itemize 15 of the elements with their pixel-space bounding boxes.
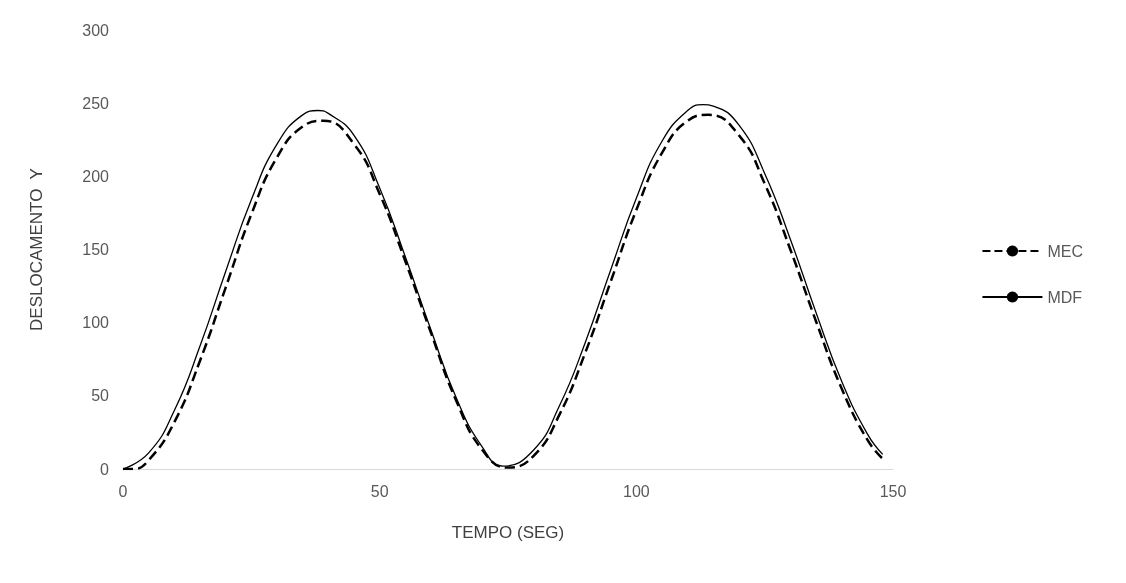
y-tick-label: 0 xyxy=(100,460,110,478)
y-tick-label: 200 xyxy=(82,167,110,185)
y-tick-label: 150 xyxy=(82,241,110,258)
x-tick-label: 50 xyxy=(370,482,389,500)
y-tick-label: 100 xyxy=(82,314,110,332)
y-tick-label: 250 xyxy=(82,94,110,112)
legend-label: MDF xyxy=(1047,288,1083,306)
y-tick-label: 50 xyxy=(91,387,110,405)
x-tick-label: 150 xyxy=(879,482,907,500)
legend-label: MEC xyxy=(1047,242,1084,260)
x-tick-label: 100 xyxy=(622,482,650,500)
x-tick-label: 0 xyxy=(118,482,128,500)
y-tick-label: 300 xyxy=(82,21,110,39)
x-axis-title: TEMPO (SEG) xyxy=(451,523,565,542)
y-axis-title: DESLOCAMENTO Y xyxy=(27,168,46,331)
